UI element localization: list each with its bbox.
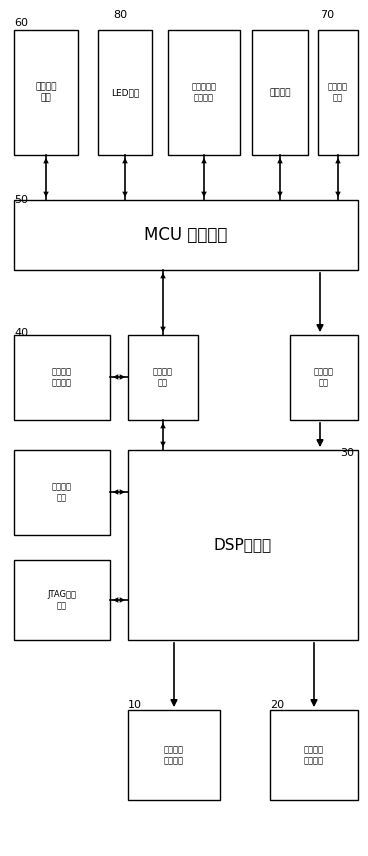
Text: 激光雷达
通讯模块: 激光雷达 通讯模块 bbox=[52, 367, 72, 388]
Bar bbox=[128, 450, 358, 640]
Text: 视频信号
显示模块: 视频信号 显示模块 bbox=[304, 745, 324, 765]
Bar bbox=[14, 30, 78, 155]
Text: 60: 60 bbox=[14, 18, 28, 28]
Text: 40: 40 bbox=[14, 328, 28, 338]
Text: DSP处理器: DSP处理器 bbox=[214, 538, 272, 552]
Bar bbox=[128, 710, 220, 800]
Text: 数据存储
模块: 数据存储 模块 bbox=[52, 483, 72, 502]
Bar bbox=[14, 560, 110, 640]
Text: 串口通信
模块: 串口通信 模块 bbox=[153, 367, 173, 388]
Bar bbox=[14, 450, 110, 535]
Bar bbox=[168, 30, 240, 155]
Text: MCU 微处理器: MCU 微处理器 bbox=[144, 226, 228, 244]
Bar bbox=[318, 30, 358, 155]
Text: 音频提醒
模块: 音频提醒 模块 bbox=[328, 82, 348, 103]
Text: 车间通讯
模块: 车间通讯 模块 bbox=[35, 82, 57, 103]
Text: 80: 80 bbox=[113, 10, 127, 20]
Bar bbox=[14, 200, 358, 270]
Bar bbox=[14, 335, 110, 420]
Bar bbox=[252, 30, 308, 155]
Bar bbox=[270, 710, 358, 800]
Bar bbox=[128, 335, 198, 420]
Text: 视频信号
采集模块: 视频信号 采集模块 bbox=[164, 745, 184, 765]
Bar bbox=[290, 335, 358, 420]
Text: 50: 50 bbox=[14, 195, 28, 205]
Bar bbox=[98, 30, 152, 155]
Text: 30: 30 bbox=[340, 448, 354, 458]
Text: JTAG调试
模块: JTAG调试 模块 bbox=[47, 590, 77, 610]
Text: 方向盘转角
检测模块: 方向盘转角 检测模块 bbox=[191, 82, 216, 103]
Text: 10: 10 bbox=[128, 700, 142, 710]
Text: 电压转换
模块: 电压转换 模块 bbox=[314, 367, 334, 388]
Text: LED模块: LED模块 bbox=[111, 88, 139, 97]
Text: 20: 20 bbox=[270, 700, 284, 710]
Text: 70: 70 bbox=[320, 10, 334, 20]
Text: 测速模块: 测速模块 bbox=[269, 88, 291, 97]
